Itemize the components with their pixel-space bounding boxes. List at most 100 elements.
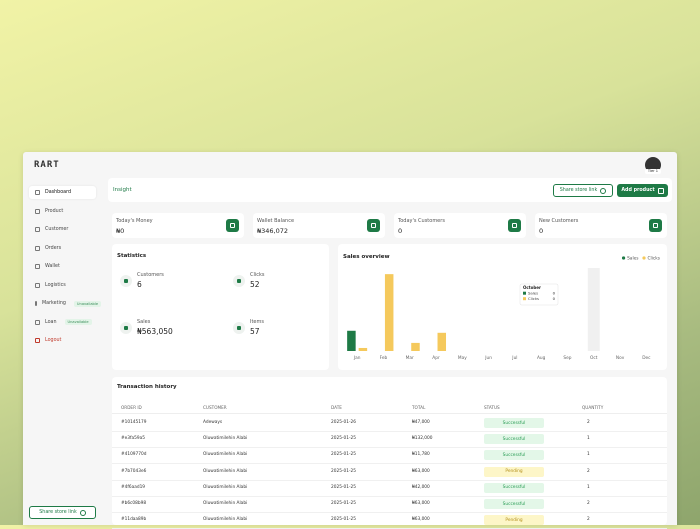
stat-icon	[120, 322, 132, 334]
add-icon	[657, 187, 664, 194]
stat-icon	[233, 322, 245, 334]
nav-item[interactable]: Product	[29, 205, 96, 218]
row-divider	[112, 495, 667, 497]
card-value: ₦346,072	[257, 227, 289, 235]
tooltip-value: 0	[553, 291, 556, 296]
row-divider	[112, 512, 667, 513]
nav-label: Customer	[45, 227, 69, 232]
add-product-button[interactable]: Add product	[617, 184, 668, 197]
column-header: CUSTOMER	[203, 405, 227, 410]
nav-item[interactable]: Marketing Unavailable	[29, 297, 102, 310]
nav-badge: Unavailable	[64, 319, 92, 325]
sidebar-share-text: Share store link	[39, 510, 77, 515]
table-cell: ₦47,000	[412, 420, 430, 425]
nav-item[interactable]: Customer	[29, 223, 96, 236]
nav-label: Loan	[45, 319, 57, 325]
stat-icon	[120, 275, 132, 287]
table-cell: 2	[587, 517, 590, 523]
row-divider	[112, 431, 667, 432]
stat-label: Sales	[137, 319, 151, 325]
row-divider	[112, 463, 667, 464]
bar	[411, 342, 420, 351]
table-cell: #11daa89b	[121, 517, 147, 523]
table-cell: 2025-01-25	[331, 484, 356, 490]
column-header: QUANTITY	[582, 405, 604, 410]
chart: Sales overview Jan Feb Mar Apr May Jun Jul Aug S…	[343, 254, 661, 361]
nav-icon	[35, 245, 40, 251]
table-cell: #10145179	[121, 420, 147, 425]
card-value: ₦0	[116, 227, 125, 235]
nav-item[interactable]: Orders	[29, 242, 96, 255]
nav-item[interactable]: Dashboard	[29, 186, 96, 199]
tooltip-label: Sales	[528, 291, 538, 296]
x-tick-label: Jun	[484, 355, 492, 361]
card-icon	[367, 219, 380, 232]
nav-icon	[35, 190, 40, 195]
nav-icon	[35, 282, 40, 288]
sales-overview-panel: Sales overview Jan Feb Mar Apr May Jun Jul Aug S…	[338, 244, 667, 370]
hover-highlight	[587, 268, 600, 351]
nav-item[interactable]: Loan Unavailable	[29, 316, 96, 329]
brand-logo: RART	[34, 160, 60, 170]
tooltip	[519, 283, 559, 306]
table-cell: ₦63,000	[412, 501, 430, 506]
row-divider	[112, 447, 667, 448]
sidebar-share-button[interactable]: Share store link	[29, 506, 96, 519]
x-tick-label: Mar	[406, 355, 414, 361]
card-value: 0	[539, 227, 544, 235]
table-cell: 1	[587, 436, 590, 442]
nav-label: Orders	[45, 245, 62, 251]
transaction-title: Transaction history	[117, 384, 177, 390]
share-button[interactable]: Share store link	[553, 184, 613, 197]
nav-item[interactable]: Wallet	[29, 260, 96, 273]
nav-icon	[35, 264, 40, 269]
tooltip-label: Clicks	[528, 296, 539, 301]
table-cell: 2025-01-25	[331, 517, 356, 523]
status-pill: Successful	[484, 499, 544, 509]
x-tick-label: Apr	[432, 355, 440, 361]
table-cell: 2025-01-25	[331, 452, 356, 458]
legend-swatch	[621, 256, 626, 260]
table-cell: 2025-01-25	[331, 501, 356, 506]
table-cell: ₦132,000	[412, 436, 433, 442]
statistics-panel: Statistics Customers 6 Clicks 52 Sales ₦563,0…	[112, 244, 329, 370]
legend-swatch	[642, 256, 646, 260]
table-cell: 2025-01-25	[331, 468, 356, 474]
stat-value: 57	[250, 327, 260, 336]
stat-icon	[233, 275, 245, 287]
header-divider	[112, 413, 667, 414]
logout[interactable]: Logout	[29, 334, 96, 347]
tooltip-swatch	[523, 291, 526, 295]
table-cell: 2025-01-25	[331, 436, 356, 442]
nav-label: Dashboard	[45, 190, 72, 195]
table-cell: ₦63,000	[412, 468, 430, 474]
table-cell: #7b7043e6	[121, 468, 147, 474]
x-tick-label: Jul	[511, 355, 517, 361]
table-cell: #4109770d	[121, 452, 147, 458]
column-header: STATUS	[484, 405, 500, 410]
column-header: TOTAL	[412, 405, 426, 410]
table-cell: #b6c08b98	[121, 501, 147, 506]
status-pill: Successful	[484, 482, 544, 493]
status-pill: Pending	[484, 466, 544, 477]
nav-item[interactable]: Logistics	[29, 279, 96, 292]
table-cell: Oluwatimilehin Alabi	[203, 452, 248, 458]
share-text: Share store link	[559, 188, 598, 193]
row-divider	[112, 479, 667, 481]
card-value: 0	[398, 227, 403, 235]
stat-label: Clicks	[250, 272, 265, 278]
legend-label: Clicks	[648, 256, 661, 262]
stat-value: ₦563,050	[137, 327, 173, 336]
nav-icon	[35, 301, 37, 306]
column-header: ORDER ID	[121, 405, 142, 410]
x-tick-label: Sep	[563, 355, 571, 361]
table-cell: #4f6aad19	[121, 484, 146, 490]
table-cell: Oluwatimilehin Alabi	[203, 484, 248, 490]
bar	[384, 274, 394, 351]
legend-label: Sales	[627, 256, 639, 262]
add-product-text: Add product	[621, 188, 655, 193]
share-icon	[600, 187, 607, 194]
table-cell: #e3fa59a5	[121, 436, 145, 442]
tooltip-swatch	[523, 297, 526, 301]
